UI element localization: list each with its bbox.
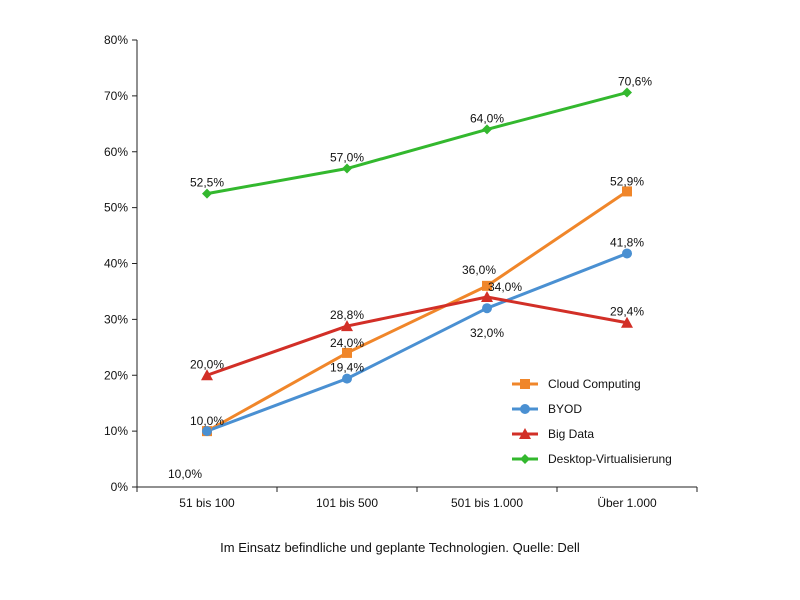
- data-point-big-data: [201, 369, 213, 381]
- data-label-big-data: 34,0%: [488, 280, 522, 294]
- legend-label-byod: BYOD: [548, 402, 582, 416]
- data-point-cloud-computing: [622, 186, 632, 197]
- data-label-byod: 19,4%: [330, 361, 364, 375]
- x-tick-label: Über 1.000: [597, 496, 657, 510]
- data-point-desktop-virtualisierung: [622, 87, 632, 98]
- data-label-byod: 32,0%: [470, 326, 504, 340]
- data-label-cloud-computing: 36,0%: [462, 263, 496, 277]
- x-tick-label: 101 bis 500: [316, 496, 378, 510]
- data-point-byod: [622, 248, 632, 259]
- data-label-desktop-virtualisierung: 70,6%: [618, 75, 652, 89]
- data-point-cloud-computing: [342, 347, 352, 358]
- y-tick-label: 80%: [104, 33, 128, 47]
- data-label-big-data: 20,0%: [190, 357, 224, 371]
- legend: Cloud Computing BYOD Big Data Desktop-Virtu…: [512, 377, 672, 466]
- legend-marker-cloud-computing: [520, 379, 530, 389]
- series-lines: [206, 91, 628, 433]
- y-tick-label: 60%: [104, 145, 128, 159]
- x-tick-label: 51 bis 100: [179, 496, 235, 510]
- y-tick-label: 10%: [104, 424, 128, 438]
- data-labels: 10,0% 24,0% 36,0% 52,9% 10,0% 19,4% 32,0% 41,8%…: [168, 75, 652, 482]
- legend-label-desktop-virtualisierung: Desktop-Virtualisierung: [548, 452, 672, 466]
- data-label-cloud-computing: 10,0%: [190, 414, 224, 428]
- data-point-byod: [482, 303, 492, 314]
- legend-marker-desktop-virtualisierung: [520, 454, 530, 464]
- series-line-cloud-computing: [206, 190, 628, 433]
- y-tick-label: 30%: [104, 312, 128, 326]
- data-label-big-data: 29,4%: [610, 305, 644, 319]
- data-point-big-data: [341, 320, 353, 332]
- figure-caption: Im Einsatz befindliche und geplante Tech…: [220, 540, 580, 555]
- data-point-desktop-virtualisierung: [202, 188, 212, 199]
- data-label-byod: 41,8%: [610, 235, 644, 249]
- y-tick-label: 20%: [104, 368, 128, 382]
- data-label-desktop-virtualisierung: 52,5%: [190, 176, 224, 190]
- legend-label-cloud-computing: Cloud Computing: [548, 377, 641, 391]
- x-tick-label: 501 bis 1.000: [451, 496, 523, 510]
- data-point-cloud-computing: [482, 280, 492, 291]
- data-label-big-data: 28,8%: [330, 308, 364, 322]
- data-point-byod: [342, 373, 352, 384]
- y-tick-label: 70%: [104, 89, 128, 103]
- y-tick-label: 0%: [111, 480, 129, 494]
- data-point-big-data: [481, 291, 493, 303]
- y-tick-label: 40%: [104, 257, 128, 271]
- series-line-byod: [206, 252, 628, 433]
- legend-marker-big-data: [519, 428, 531, 439]
- series-line-big-data: [206, 295, 628, 377]
- series-line-desktop-virtualisierung: [206, 91, 628, 196]
- data-label-cloud-computing: 52,9%: [610, 174, 644, 188]
- legend-marker-byod: [520, 404, 530, 414]
- data-point-byod: [202, 426, 212, 437]
- data-point-desktop-virtualisierung: [342, 163, 352, 174]
- data-label-byod: 10,0%: [168, 467, 202, 481]
- data-label-desktop-virtualisierung: 57,0%: [330, 151, 364, 165]
- data-label-desktop-virtualisierung: 64,0%: [470, 111, 504, 125]
- line-chart: 0% 10% 20% 30% 40% 50% 60% 70% 80% 51 bis 100 101 …: [104, 33, 698, 510]
- data-point-desktop-virtualisierung: [482, 124, 492, 135]
- series-markers: [201, 87, 633, 437]
- data-point-big-data: [621, 316, 633, 328]
- axes: 0% 10% 20% 30% 40% 50% 60% 70% 80% 51 bis 100 101 …: [104, 33, 698, 510]
- data-label-cloud-computing: 24,0%: [330, 336, 364, 350]
- y-tick-label: 50%: [104, 201, 128, 215]
- legend-label-big-data: Big Data: [548, 427, 594, 441]
